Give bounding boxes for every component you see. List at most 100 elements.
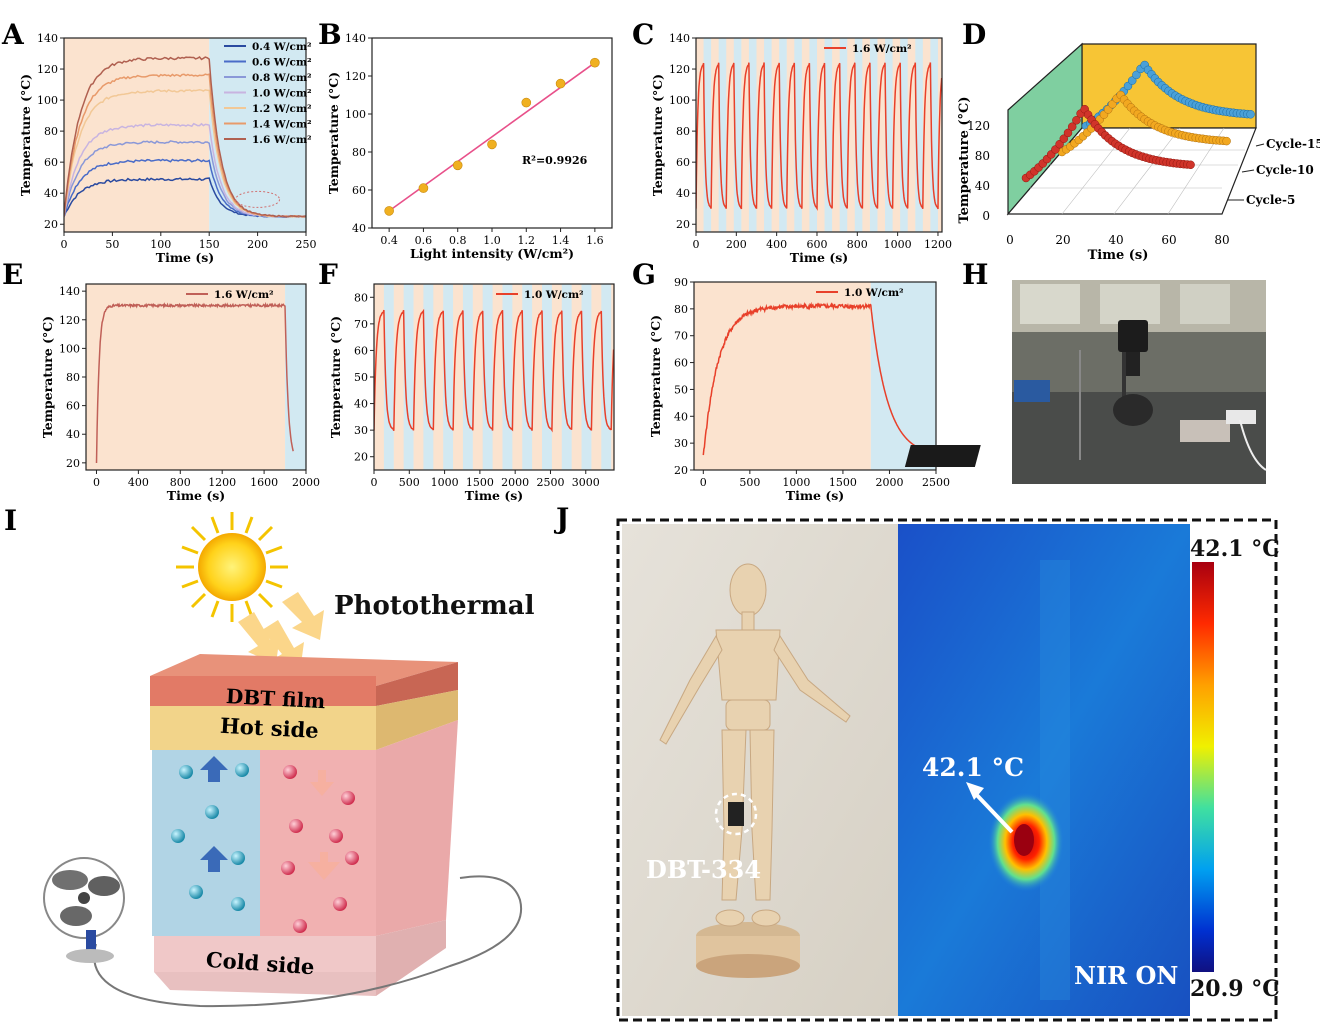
y-tick-label: 20 xyxy=(44,218,58,231)
thermal-image: 42.1 °C NIR ON xyxy=(898,524,1190,1016)
x-tick-label: 1000 xyxy=(884,238,912,251)
panel-g: G 0 500 1000 1500 2000 2500 20 30 40 50 60 70 80 90 Ti… xyxy=(632,258,950,503)
y-tick-label: 30 xyxy=(354,424,368,437)
panel-label-b: B xyxy=(318,18,342,51)
x-tick-label: 0 xyxy=(61,238,68,251)
y-tick-label: 100 xyxy=(59,342,80,355)
light-on-region xyxy=(591,284,602,470)
x-tick-label: 150 xyxy=(199,238,220,251)
mannequin-photo: DBT-334 xyxy=(622,524,898,1016)
x-tick-label: 200 xyxy=(726,238,747,251)
legend-label: 1.0 W/cm² xyxy=(524,289,584,301)
x-tick-label: 1000 xyxy=(431,476,459,489)
panel-b: B 0.4 0.6 0.8 1.0 1.2 1.4 1.6 40 60 80 100 120 140 Li… xyxy=(318,18,613,261)
panel-h: H xyxy=(904,258,1267,484)
x-tick-label: 2000 xyxy=(292,476,320,489)
light-on-region xyxy=(877,38,886,232)
y-tick-label: 60 xyxy=(66,400,80,413)
series-line xyxy=(702,301,927,456)
data-point xyxy=(1246,110,1255,119)
y-tick-label: 20 xyxy=(676,218,690,231)
data-point xyxy=(1127,76,1137,85)
x-tick-label: 3000 xyxy=(572,476,600,489)
x-tick-label: 50 xyxy=(105,238,119,251)
y-tick-label: 80 xyxy=(674,303,688,316)
panel-label-a: A xyxy=(1,18,25,51)
x-tick-label: 2000 xyxy=(875,476,903,489)
light-on-region xyxy=(801,38,810,232)
3d-axes: 120 80 40 0 0 20 40 60 80 Time (s) Tempe… xyxy=(957,96,1320,263)
x-tick-label: 800 xyxy=(847,238,868,251)
photothermal-label: Photothermal xyxy=(334,591,535,621)
light-on-region xyxy=(907,38,916,232)
d-ylabel: Temperature (°C) xyxy=(957,96,972,223)
x-tick-label: 1200 xyxy=(924,238,952,251)
data-point xyxy=(384,206,394,216)
y-tick-label: 100 xyxy=(669,94,690,107)
light-on-region xyxy=(532,284,542,470)
series-line xyxy=(95,301,294,464)
y-tick-label: 60 xyxy=(676,156,690,169)
d-series-label: Cycle-10 xyxy=(1256,163,1314,177)
panel-f: F 0 500 1000 1500 2000 2500 3000 20 30 40 50 60 70 80… xyxy=(318,258,615,503)
y-tick-label: 60 xyxy=(44,156,58,169)
data-point xyxy=(1059,134,1069,143)
y-tick-label: 70 xyxy=(674,330,688,343)
y-axis-label: Temperature (°C) xyxy=(326,72,341,194)
d-xtick: 40 xyxy=(1108,233,1123,247)
light-on-region xyxy=(393,284,404,470)
series-line xyxy=(64,140,306,218)
panel-j: J DBT-334 xyxy=(553,502,1280,1022)
x-tick-label: 0 xyxy=(93,476,100,489)
x-tick-label: 1.0 xyxy=(483,234,501,247)
y-tick-label: 140 xyxy=(37,32,58,45)
y-tick-label: 80 xyxy=(352,146,366,159)
light-on-region xyxy=(786,38,795,232)
light-on-region xyxy=(492,284,503,470)
x-tick-label: 0.6 xyxy=(415,234,433,247)
y-axis-label: Temperature (°C) xyxy=(18,74,33,196)
y-tick-label: 140 xyxy=(59,285,80,298)
d-ytick: 0 xyxy=(982,209,990,223)
light-off-region xyxy=(209,38,306,232)
y-tick-label: 120 xyxy=(669,63,690,76)
x-tick-label: 800 xyxy=(170,476,191,489)
hotspot-temp-label: 42.1 °C xyxy=(922,753,1024,782)
data-point xyxy=(1222,136,1231,146)
x-tick-label: 500 xyxy=(739,476,760,489)
panel-j-frame xyxy=(616,518,1278,1022)
plot-frame xyxy=(695,37,943,233)
series-line xyxy=(696,62,942,211)
y-axis-label: Temperature (°C) xyxy=(650,74,665,196)
r2-annotation: R²=0.9926 xyxy=(522,154,588,167)
y-tick-label: 20 xyxy=(66,457,80,470)
panel-c: C 0 200 400 600 800 1000 1200 20 40 60 80 100 120 140… xyxy=(632,18,952,265)
y-tick-label: 120 xyxy=(345,70,366,83)
data-point xyxy=(1186,160,1195,170)
legend-label: 1.6 W/cm² xyxy=(252,134,312,146)
legend-label: 1.6 W/cm² xyxy=(214,289,274,301)
y-tick-label: 90 xyxy=(674,276,688,289)
light-on-region xyxy=(847,38,855,232)
y-axis-label: Temperature (°C) xyxy=(40,316,55,438)
nir-status-label: NIR ON xyxy=(1074,961,1178,990)
y-tick-label: 140 xyxy=(345,32,366,45)
y-tick-label: 50 xyxy=(674,383,688,396)
wire xyxy=(93,875,523,1008)
light-on-region xyxy=(551,284,562,470)
carrier-particles xyxy=(171,756,359,933)
lab-setup-photo xyxy=(904,280,1267,484)
dbt-sample xyxy=(728,802,744,826)
light-on-region xyxy=(696,38,704,232)
y-tick-label: 80 xyxy=(354,291,368,304)
panel-d: D 120 80 40 0 0 20 40 60 80 Time (s) Tem… xyxy=(957,18,1320,263)
plot-frame xyxy=(63,37,307,233)
plot-frame xyxy=(371,37,613,229)
light-on-region xyxy=(86,284,286,470)
panel-i: I Photothermal xyxy=(4,504,535,1008)
y-tick-label: 80 xyxy=(676,125,690,138)
d-xtick: 0 xyxy=(1006,233,1014,247)
x-tick-label: 250 xyxy=(296,238,317,251)
panel-label-d: D xyxy=(962,18,986,51)
light-on-region xyxy=(922,38,931,232)
